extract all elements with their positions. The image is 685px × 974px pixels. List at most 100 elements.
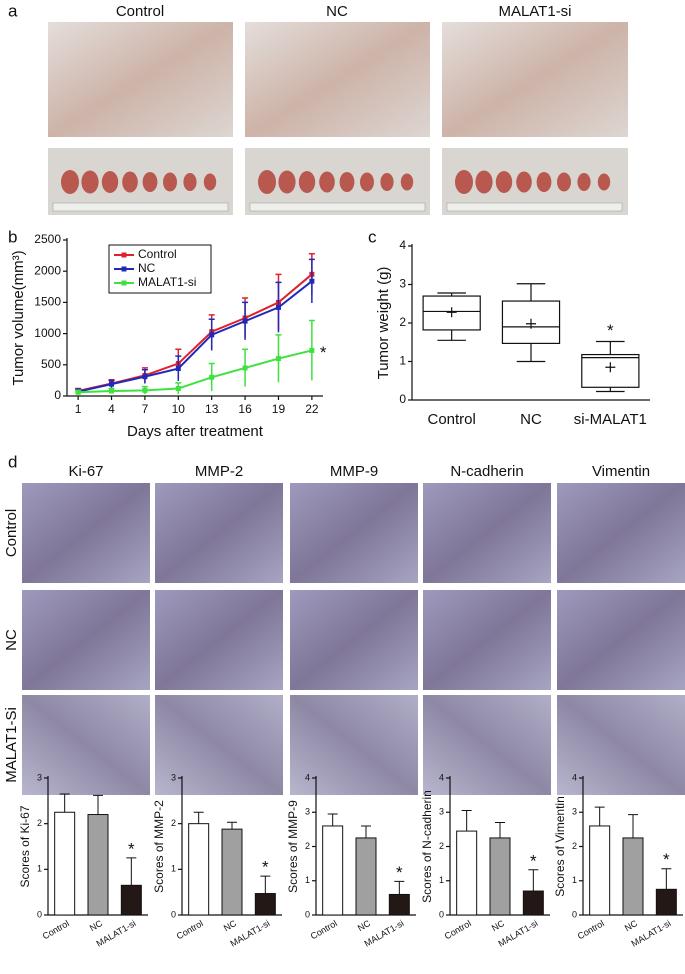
error-bar: [126, 857, 137, 886]
y-tick-label: 2500: [34, 232, 61, 246]
error-bar: [361, 825, 371, 838]
tumor: [258, 170, 276, 194]
point: [242, 318, 248, 324]
x-tick-label: NC: [222, 918, 239, 933]
ihc-image: [155, 590, 283, 690]
legend-label: Control: [138, 247, 177, 261]
x-tick-label: NC: [356, 918, 373, 933]
ruler: [249, 202, 426, 212]
bar: [489, 837, 511, 916]
ihc-image: [22, 695, 150, 795]
tumor: [577, 173, 591, 191]
bar: [456, 830, 478, 916]
y-tick-label: 1000: [34, 326, 61, 340]
x-tick-label: Control: [41, 918, 71, 941]
x-tick-label: 22: [305, 402, 319, 416]
y-tick-label: 1: [439, 875, 444, 885]
mice-photo: [48, 22, 233, 137]
panel-label: a: [8, 1, 18, 20]
error-bar: [227, 821, 237, 830]
group-title: Control: [116, 3, 164, 20]
ihc-image: [557, 590, 685, 690]
bar: [522, 890, 544, 916]
row-label: MALAT1-Si: [3, 707, 20, 783]
mean-marker: [526, 318, 536, 329]
mice-photo: [245, 22, 430, 137]
panel-label: b: [8, 227, 17, 246]
y-tick-label: 3: [37, 772, 42, 782]
y-tick-label: 0: [171, 909, 176, 919]
tumor: [597, 173, 611, 191]
y-tick-label: 0: [399, 392, 406, 406]
point: [242, 365, 248, 371]
y-tick-label: 2: [399, 315, 406, 329]
ruler: [52, 202, 229, 212]
point: [275, 356, 281, 362]
y-tick-label: 0: [305, 909, 310, 919]
x-tick-label: Control: [443, 918, 473, 941]
x-tick-label: NC: [623, 918, 640, 933]
tumor: [101, 171, 119, 193]
tumor: [455, 170, 473, 194]
bar: [254, 893, 276, 916]
y-axis-label: Scores of MMP-2: [152, 800, 166, 893]
error-bar: [495, 822, 505, 838]
tumor: [360, 172, 374, 192]
x-tick-label: 19: [272, 402, 286, 416]
tumor: [183, 173, 197, 191]
row-label: Control: [3, 509, 20, 557]
legend-marker: [121, 266, 127, 272]
x-tick-label: 1: [75, 402, 82, 416]
tumor: [298, 171, 316, 193]
tumor: [536, 172, 552, 192]
bar: [388, 893, 410, 916]
tumor: [495, 171, 513, 193]
y-tick-label: 1: [399, 354, 406, 368]
error-bar: [59, 793, 70, 813]
y-axis-label: Tumor volume(mm³): [10, 250, 27, 385]
error-bar: [661, 868, 672, 890]
group-title: NC: [326, 3, 348, 20]
row-label: NC: [3, 629, 20, 651]
panel-label: c: [368, 227, 377, 246]
bar: [188, 823, 210, 916]
x-tick-label: NC: [88, 918, 105, 933]
tumor: [319, 171, 335, 193]
x-tick-label: Control: [175, 918, 205, 941]
y-axis-label: Tumor weight (g): [375, 267, 392, 380]
ihc-image: [290, 695, 418, 795]
y-tick-label: 1: [37, 864, 42, 874]
stain-title: MMP-2: [195, 463, 243, 480]
annotation: *: [320, 343, 327, 362]
y-axis-label: Scores of Ki-67: [18, 805, 32, 887]
ihc-image: [557, 695, 685, 795]
error-bar: [193, 811, 204, 824]
legend-marker: [121, 252, 127, 258]
error-bar: [461, 810, 472, 832]
tumor: [400, 173, 414, 191]
stain-title: Ki-67: [68, 463, 103, 480]
mean-marker: [605, 362, 616, 373]
y-tick-label: 1500: [34, 295, 61, 309]
y-tick-label: 3: [171, 772, 176, 782]
tumor: [278, 170, 296, 194]
point: [109, 388, 115, 394]
mean-marker: [446, 307, 457, 318]
point: [175, 386, 181, 392]
x-tick-label: 16: [238, 402, 252, 416]
x-tick-label: Control: [427, 411, 475, 428]
y-tick-label: 1: [171, 864, 176, 874]
point: [209, 332, 215, 338]
bar: [322, 825, 344, 916]
x-axis-label: Days after treatment: [127, 423, 264, 440]
bar: [120, 884, 142, 916]
legend-label: NC: [138, 261, 156, 275]
stain-title: Vimentin: [592, 463, 650, 480]
error-bar: [628, 814, 638, 838]
bar: [355, 837, 377, 916]
legend-marker: [121, 280, 127, 286]
bar: [221, 828, 243, 916]
tumor: [557, 172, 571, 192]
mice-photo: [442, 22, 628, 137]
